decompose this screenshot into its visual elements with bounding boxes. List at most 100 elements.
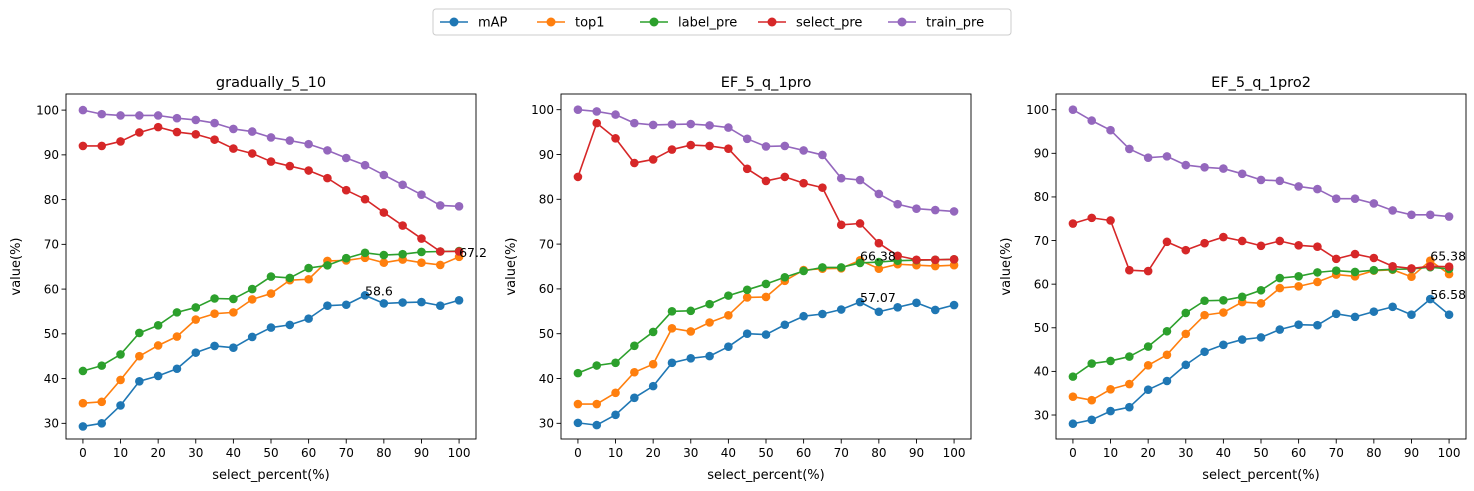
data-point-train-pre — [97, 109, 107, 119]
data-point-map — [78, 422, 88, 431]
data-point-train-pre — [630, 118, 639, 128]
data-point-map — [398, 298, 407, 307]
data-point-map — [611, 410, 620, 420]
data-point-select-pre — [818, 183, 827, 192]
data-point-label-pre — [705, 299, 714, 309]
data-point-select-pre — [135, 128, 144, 137]
x-tick-label: 90 — [909, 446, 924, 460]
data-point-label-pre — [611, 358, 620, 368]
data-point-select-pre — [893, 251, 902, 261]
data-point-select-pre — [1350, 249, 1360, 259]
data-point-select-pre — [930, 255, 940, 265]
data-point-label-pre — [1219, 296, 1228, 305]
data-point-map — [780, 320, 790, 330]
x-axis-label: select_percent(%) — [212, 468, 329, 483]
data-point-map — [417, 297, 426, 307]
data-point-map — [799, 311, 808, 321]
data-point-map — [893, 302, 902, 312]
data-point-label-pre — [1200, 296, 1209, 306]
data-point-train-pre — [667, 120, 677, 129]
data-point-map — [1219, 340, 1228, 350]
data-point-label-pre — [341, 253, 351, 263]
data-point-select-pre — [78, 141, 88, 151]
y-tick-label: 80 — [1034, 190, 1049, 204]
subplot-ef-5-q-1pro2: EF_5_q_1pro2 0 10 20 30 40 50 60 70 80 90 100 30 40 50… — [999, 75, 1467, 483]
data-point-label-pre — [135, 328, 144, 338]
y-tick-label: 90 — [539, 148, 554, 162]
data-point-train-pre — [229, 124, 238, 134]
x-tick-label: 80 — [871, 446, 886, 460]
legend-entry-train-pre: train_pre — [888, 16, 984, 31]
data-point-label-pre — [1256, 285, 1266, 295]
chart-title: gradually_5_10 — [216, 75, 326, 91]
data-point-label-pre — [247, 284, 257, 294]
data-point-top1 — [573, 399, 583, 409]
legend-entry-top1: top1 — [537, 16, 605, 31]
y-tick-label: 60 — [539, 282, 554, 296]
data-point-top1 — [304, 274, 313, 284]
data-point-select-pre — [573, 172, 583, 182]
x-tick-label: 10 — [608, 446, 623, 460]
data-point-map — [1106, 406, 1115, 416]
data-point-train-pre — [247, 127, 257, 136]
y-tick-label: 80 — [539, 193, 554, 207]
data-point-train-pre — [1237, 169, 1247, 179]
data-point-select-pre — [1068, 219, 1078, 228]
data-point-label-pre — [1106, 356, 1115, 366]
data-point-top1 — [686, 327, 696, 336]
data-point-train-pre — [191, 115, 201, 125]
data-point-select-pre — [761, 176, 771, 186]
y-tick-label: 90 — [44, 148, 59, 162]
x-tick-label: 100 — [448, 446, 471, 460]
data-point-train-pre — [379, 170, 389, 180]
data-point-label-pre — [379, 250, 389, 260]
y-tick-label: 100 — [531, 103, 554, 117]
data-point-label-pre — [1369, 265, 1379, 275]
data-point-map — [648, 381, 658, 391]
data-point-select-pre — [1425, 261, 1435, 271]
data-point-map — [247, 332, 257, 342]
data-point-label-pre — [153, 321, 163, 330]
data-point-train-pre — [323, 146, 332, 155]
data-point-map — [135, 376, 144, 386]
legend-entry-map: mAP — [440, 16, 508, 31]
legend-label-select-pre: select_pre — [796, 16, 862, 31]
data-point-train-pre — [116, 111, 125, 120]
data-point-top1 — [1068, 392, 1078, 401]
data-point-map — [1444, 310, 1454, 319]
data-point-map — [1425, 294, 1435, 304]
data-annotation: 67.2 — [459, 245, 487, 260]
data-point-train-pre — [1388, 206, 1397, 215]
data-point-label-pre — [1313, 268, 1322, 277]
x-tick-label: 100 — [1438, 446, 1461, 460]
data-point-train-pre — [1444, 212, 1454, 221]
x-tick-label: 70 — [834, 446, 849, 460]
data-point-label-pre — [1143, 342, 1153, 351]
data-point-label-pre — [799, 266, 808, 276]
data-point-select-pre — [360, 194, 370, 204]
data-point-map — [667, 358, 677, 368]
data-point-map — [1369, 307, 1379, 316]
data-point-train-pre — [172, 113, 182, 123]
data-point-label-pre — [592, 361, 602, 370]
data-point-top1 — [611, 388, 620, 398]
data-point-select-pre — [1181, 245, 1191, 255]
data-point-map — [686, 354, 696, 363]
data-point-map — [1313, 320, 1322, 330]
y-tick-label: 50 — [539, 327, 554, 341]
x-tick-label: 40 — [226, 446, 241, 460]
data-point-train-pre — [304, 139, 313, 149]
data-point-label-pre — [285, 273, 295, 283]
y-tick-label: 50 — [44, 327, 59, 341]
data-point-map — [1068, 419, 1078, 429]
legend-label-map: mAP — [478, 16, 508, 31]
data-point-select-pre — [172, 127, 182, 137]
data-point-train-pre — [648, 120, 658, 130]
data-point-train-pre — [78, 105, 88, 115]
data-point-label-pre — [417, 247, 426, 257]
data-point-train-pre — [611, 110, 620, 119]
data-point-top1 — [592, 399, 602, 409]
legend: mAP top1 label_pre select_pre train_pre — [432, 8, 1012, 36]
data-point-map — [761, 330, 771, 339]
